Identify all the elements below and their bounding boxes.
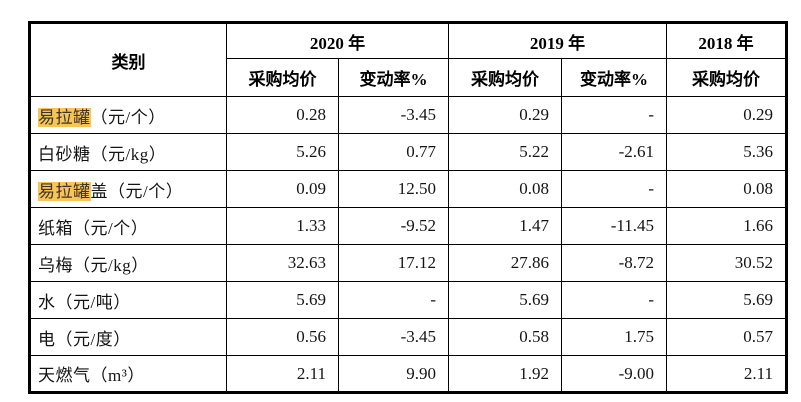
- table-row: 天燃气（m³） 2.11 9.90 1.92 -9.00 2.11: [29, 355, 787, 393]
- category-label: 乌梅（元/kg）: [38, 255, 149, 275]
- category-label: 水（元/吨）: [38, 292, 131, 312]
- category-cell: 水（元/吨）: [29, 281, 227, 319]
- search-highlight: 易拉罐: [38, 181, 91, 201]
- category-label: 天燃气（m³）: [38, 366, 145, 385]
- header-change-rate-2019: 变动率%: [561, 58, 667, 97]
- avg-price-2018-cell: 30.52: [666, 244, 787, 282]
- avg-price-2020-cell: 0.56: [226, 318, 339, 356]
- procurement-price-table: 类别 2020 年 2019 年 2018 年 采购均价 变动率% 采购均价 变…: [28, 21, 788, 394]
- table-header-metrics: 采购均价 变动率% 采购均价 变动率% 采购均价: [30, 58, 787, 97]
- table-row: 乌梅（元/kg） 32.63 17.12 27.86 -8.72 30.52: [29, 244, 787, 282]
- change-rate-2019-cell: -11.45: [561, 207, 667, 245]
- avg-price-2018-cell: 5.69: [666, 281, 787, 319]
- header-avg-price-2020: 采购均价: [226, 58, 339, 97]
- table-row: 易拉罐（元/个） 0.28 -3.45 0.29 - 0.29: [29, 96, 787, 134]
- avg-price-2020-cell: 5.26: [226, 133, 339, 171]
- avg-price-2018-cell: 0.08: [666, 170, 787, 208]
- change-rate-2020-cell: -3.45: [338, 318, 449, 356]
- change-rate-2020-cell: 9.90: [338, 355, 449, 393]
- avg-price-2018-cell: 2.11: [666, 355, 787, 393]
- header-year-2020: 2020 年: [226, 22, 449, 59]
- change-rate-2020-cell: 12.50: [338, 170, 449, 208]
- category-cell: 纸箱（元/个）: [29, 207, 227, 245]
- table-row: 易拉罐盖（元/个） 0.09 12.50 0.08 - 0.08: [29, 170, 787, 208]
- avg-price-2018-cell: 5.36: [666, 133, 787, 171]
- category-cell: 天燃气（m³）: [29, 355, 227, 393]
- header-avg-price-2018: 采购均价: [666, 58, 787, 97]
- avg-price-2019-cell: 0.58: [448, 318, 562, 356]
- avg-price-2020-cell: 1.33: [226, 207, 339, 245]
- header-year-2018: 2018 年: [666, 22, 787, 59]
- avg-price-2018-cell: 0.29: [666, 96, 787, 134]
- category-cell: 电（元/度）: [29, 318, 227, 356]
- change-rate-2019-cell: -: [561, 96, 667, 134]
- change-rate-2019-cell: -9.00: [561, 355, 667, 393]
- avg-price-2018-cell: 1.66: [666, 207, 787, 245]
- change-rate-2020-cell: 0.77: [338, 133, 449, 171]
- category-label: 盖（元/个）: [90, 181, 184, 201]
- change-rate-2019-cell: 1.75: [561, 318, 667, 356]
- header-change-rate-2020: 变动率%: [338, 58, 449, 97]
- header-avg-price-2019: 采购均价: [448, 58, 562, 97]
- category-label: 白砂糖（元/kg）: [38, 144, 167, 164]
- category-label: 纸箱（元/个）: [38, 218, 149, 238]
- avg-price-2020-cell: 5.69: [226, 281, 339, 319]
- avg-price-2019-cell: 1.92: [448, 355, 562, 393]
- avg-price-2019-cell: 0.08: [448, 170, 562, 208]
- table-row: 电（元/度） 0.56 -3.45 0.58 1.75 0.57: [29, 318, 787, 356]
- avg-price-2020-cell: 32.63: [226, 244, 339, 282]
- category-cell: 乌梅（元/kg）: [29, 244, 227, 282]
- change-rate-2020-cell: -3.45: [338, 96, 449, 134]
- avg-price-2019-cell: 5.22: [448, 133, 562, 171]
- avg-price-2020-cell: 0.09: [226, 170, 339, 208]
- table-header-years: 类别 2020 年 2019 年 2018 年: [29, 22, 787, 97]
- avg-price-2019-cell: 1.47: [448, 207, 562, 245]
- change-rate-2020-cell: -: [338, 281, 449, 319]
- table-row: 纸箱（元/个） 1.33 -9.52 1.47 -11.45 1.66: [29, 207, 787, 245]
- change-rate-2019-cell: -: [561, 281, 667, 319]
- change-rate-2020-cell: 17.12: [338, 244, 449, 282]
- header-category: 类别: [29, 22, 227, 97]
- avg-price-2020-cell: 2.11: [226, 355, 339, 393]
- change-rate-2019-cell: -2.61: [561, 133, 667, 171]
- category-label: 电（元/度）: [38, 329, 131, 349]
- category-cell: 易拉罐盖（元/个）: [29, 170, 227, 208]
- category-cell: 易拉罐（元/个）: [29, 96, 227, 134]
- change-rate-2019-cell: -: [561, 170, 667, 208]
- avg-price-2018-cell: 0.57: [666, 318, 787, 356]
- avg-price-2020-cell: 0.28: [226, 96, 339, 134]
- avg-price-2019-cell: 0.29: [448, 96, 562, 134]
- avg-price-2019-cell: 5.69: [448, 281, 562, 319]
- table-row: 水（元/吨） 5.69 - 5.69 - 5.69: [29, 281, 787, 319]
- change-rate-2019-cell: -8.72: [561, 244, 667, 282]
- category-cell: 白砂糖（元/kg）: [29, 133, 227, 171]
- change-rate-2020-cell: -9.52: [338, 207, 449, 245]
- table-row: 白砂糖（元/kg） 5.26 0.77 5.22 -2.61 5.36: [29, 133, 787, 171]
- category-label: （元/个）: [90, 107, 166, 127]
- header-year-2019: 2019 年: [448, 22, 667, 59]
- avg-price-2019-cell: 27.86: [448, 244, 562, 282]
- search-highlight: 易拉罐: [38, 107, 91, 127]
